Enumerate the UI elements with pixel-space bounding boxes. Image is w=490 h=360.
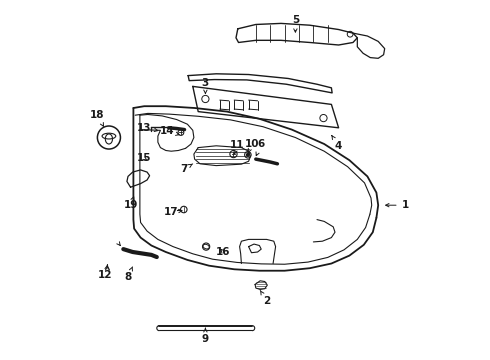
Text: 9: 9 [202,328,209,344]
Text: 5: 5 [292,15,299,32]
Text: 3: 3 [202,78,209,94]
Text: 12: 12 [98,265,113,280]
Text: 2: 2 [260,291,270,306]
Text: 19: 19 [123,197,138,210]
Text: 7: 7 [180,164,193,174]
Text: 4: 4 [332,136,343,151]
Text: 6: 6 [256,139,265,156]
Text: 10: 10 [245,139,259,152]
Text: 16: 16 [216,247,231,257]
Text: 17: 17 [164,207,182,217]
Text: 18: 18 [90,110,105,126]
Text: 14: 14 [160,126,179,136]
Text: 1: 1 [386,200,409,210]
Text: 13: 13 [137,123,158,133]
Circle shape [246,153,249,156]
Text: 15: 15 [137,153,151,163]
Text: 11: 11 [230,140,245,154]
Text: 8: 8 [124,267,132,282]
